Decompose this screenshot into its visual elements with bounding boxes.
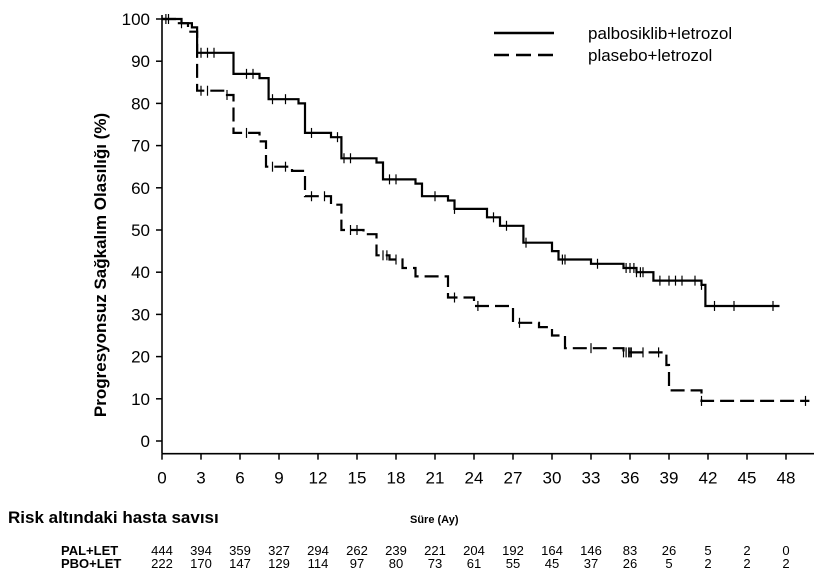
risk-count: 170 [190,556,212,571]
risk-count: 45 [545,556,559,571]
risk-count: 2 [743,556,750,571]
risk-count: 26 [623,556,637,571]
risk-count: 222 [151,556,173,571]
risk-row-label: PBO+LET [61,556,121,571]
y-tick-label: 10 [131,390,150,409]
x-tick-label: 0 [157,469,166,488]
y-tick-label: 90 [131,52,150,71]
x-tick-label: 18 [387,469,406,488]
risk-count: 97 [350,556,364,571]
x-tick-label: 9 [274,469,283,488]
risk-count: 2 [743,543,750,558]
risk-count: 359 [229,543,251,558]
y-tick-label: 20 [131,348,150,367]
legend: palbosiklib+letrozol plasebo+letrozol [494,24,732,65]
x-tick-label: 33 [582,469,601,488]
x-tick-label: 15 [348,469,367,488]
risk-count: 327 [268,543,290,558]
risk-table-title: Risk altındaki hasta savısı [8,508,219,527]
risk-count: 444 [151,543,173,558]
risk-count: 2 [782,556,789,571]
x-tick-label: 42 [699,469,718,488]
y-tick-label: 60 [131,179,150,198]
risk-count: 294 [307,543,329,558]
x-tick-label: 39 [660,469,679,488]
x-tick-label: 3 [196,469,205,488]
y-tick-label: 80 [131,94,150,113]
risk-count: 147 [229,556,251,571]
x-tick-label: 36 [621,469,640,488]
x-axis-label: Süre (Ay) [410,514,459,526]
survival-curves [162,14,810,406]
y-tick-label: 30 [131,305,150,324]
x-axis-ticks: 0 3 6 9 12 15 18 21 24 27 30 33 36 39 42 45 48 [157,453,796,488]
x-tick-label: 24 [465,469,484,488]
risk-count: 55 [506,556,520,571]
risk-count: 5 [665,556,672,571]
risk-count: 2 [704,556,711,571]
x-tick-label: 12 [309,469,328,488]
plot-axes [161,15,814,455]
risk-row-label: PAL+LET [61,543,118,558]
y-axis-label: Progresyonsuz Sağkalım Olasılığı (%) [91,113,110,417]
risk-count: 5 [704,543,711,558]
risk-count: 129 [268,556,290,571]
risk-count: 80 [389,556,403,571]
y-tick-label: 0 [141,432,150,451]
y-tick-label: 40 [131,263,150,282]
risk-count: 239 [385,543,407,558]
risk-count: 83 [623,543,637,558]
risk-table: PAL+LET 444 394 359 327 294 262 239 221 204 192 164… [61,543,790,571]
risk-count: 26 [662,543,676,558]
legend-label-placebo: plasebo+letrozol [588,46,712,65]
x-tick-label: 48 [777,469,796,488]
x-tick-label: 6 [235,469,244,488]
risk-count: 37 [584,556,598,571]
y-axis-ticks: 0 10 20 30 40 50 60 70 80 90 100 [122,10,162,451]
risk-count: 262 [346,543,368,558]
risk-count: 0 [782,543,789,558]
y-tick-label: 50 [131,221,150,240]
risk-count: 164 [541,543,563,558]
risk-count: 146 [580,543,602,558]
x-tick-label: 30 [543,469,562,488]
risk-count: 61 [467,556,481,571]
y-tick-label: 100 [122,10,150,29]
x-tick-label: 21 [426,469,445,488]
risk-count: 204 [463,543,485,558]
x-tick-label: 27 [504,469,523,488]
risk-count: 192 [502,543,524,558]
risk-count: 394 [190,543,212,558]
x-tick-label: 45 [738,469,757,488]
risk-count: 73 [428,556,442,571]
risk-count: 221 [424,543,446,558]
legend-label-palbociclib: palbosiklib+letrozol [588,24,732,43]
risk-count: 114 [308,556,329,571]
y-tick-label: 70 [131,137,150,156]
